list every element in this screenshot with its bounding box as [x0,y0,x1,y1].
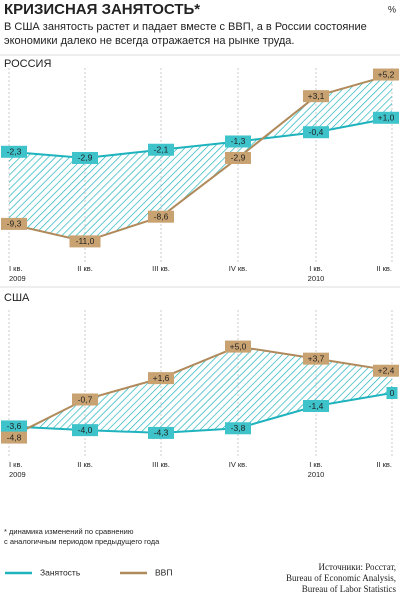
value-label-box [1,431,27,444]
value-label: +1,6 [153,373,170,383]
band [9,74,392,242]
value-label-box [303,400,329,412]
source: Bureau of Labor Statistics [302,584,397,594]
value-label: -3,8 [231,423,246,433]
value-label-box [225,340,251,353]
x-tick-label: I кв. [9,264,23,273]
legend-label: Занятость [40,567,81,577]
title: КРИЗИСНАЯ ЗАНЯТОСТЬ* [4,1,200,18]
value-label: +3,7 [308,353,325,363]
value-label-box [303,90,329,103]
value-label: -0,4 [309,127,324,137]
x-tick-label: IV кв. [229,460,248,469]
value-label-box [303,126,329,139]
subtitle: экономики далеко не всегда отражается на… [4,35,294,47]
value-label-box [69,235,101,248]
value-label: -2,1 [154,144,169,154]
x-tick-label: I кв. [309,460,323,469]
value-label: -2,3 [7,147,22,157]
x-year-label: 2010 [308,274,325,283]
value-label: -4,0 [78,425,93,435]
value-label-box [386,387,398,399]
source: Bureau of Economic Analysis, [286,573,396,583]
source: Источники: Росстат, [319,562,396,572]
value-label-box [225,135,251,148]
value-label-box [1,145,27,158]
value-label: -9,3 [7,219,22,229]
x-tick-label: II кв. [376,460,392,469]
x-tick-label: III кв. [152,460,170,469]
value-label: +3,1 [308,91,325,101]
x-year-label: 2009 [9,470,26,479]
footnote: с аналогичным периодом предыдущего года [4,537,160,546]
unit: % [388,4,396,14]
value-label: 0 [390,388,395,398]
value-label-box [72,393,98,406]
value-label: -2,9 [231,153,246,163]
value-label-box [373,364,399,377]
value-label-box [72,151,98,164]
legend-label: ВВП [155,567,172,577]
value-label-box [225,422,251,435]
value-label-box [373,111,399,124]
value-label-box [303,352,329,365]
value-label: +1,0 [378,113,395,123]
value-label-box [148,210,174,223]
value-label: -11,0 [76,236,95,246]
value-label: -3,6 [7,421,22,431]
subtitle: В США занятость растет и падает вместе с… [4,21,367,33]
value-label: -1,4 [309,401,324,411]
x-tick-label: II кв. [77,264,93,273]
value-label: -4,3 [154,428,169,438]
value-label: +2,4 [378,365,395,375]
value-label: -2,9 [78,153,93,163]
value-label-box [1,420,27,433]
x-tick-label: IV кв. [229,264,248,273]
value-label: +5,0 [230,341,247,351]
x-tick-label: II кв. [376,264,392,273]
value-label: -4,8 [7,432,22,442]
value-label-box [148,426,174,439]
x-tick-label: I кв. [309,264,323,273]
x-year-label: 2010 [308,470,325,479]
x-tick-label: II кв. [77,460,93,469]
value-label-box [225,151,251,164]
x-year-label: 2009 [9,274,26,283]
value-label-box [373,68,399,81]
value-label: -8,6 [154,211,169,221]
value-label-box [148,143,174,156]
value-label-box [72,424,98,437]
x-tick-label: III кв. [152,264,170,273]
band [9,346,392,438]
value-label: +5,2 [378,69,395,79]
value-label: -0,7 [78,394,93,404]
value-label: -1,3 [231,136,246,146]
value-label-box [148,372,174,385]
x-tick-label: I кв. [9,460,23,469]
panel-title: РОССИЯ [4,58,51,70]
panel-title: США [4,292,30,304]
value-label-box [1,217,27,230]
footnote: * динамика изменений по сравнению [4,527,134,536]
